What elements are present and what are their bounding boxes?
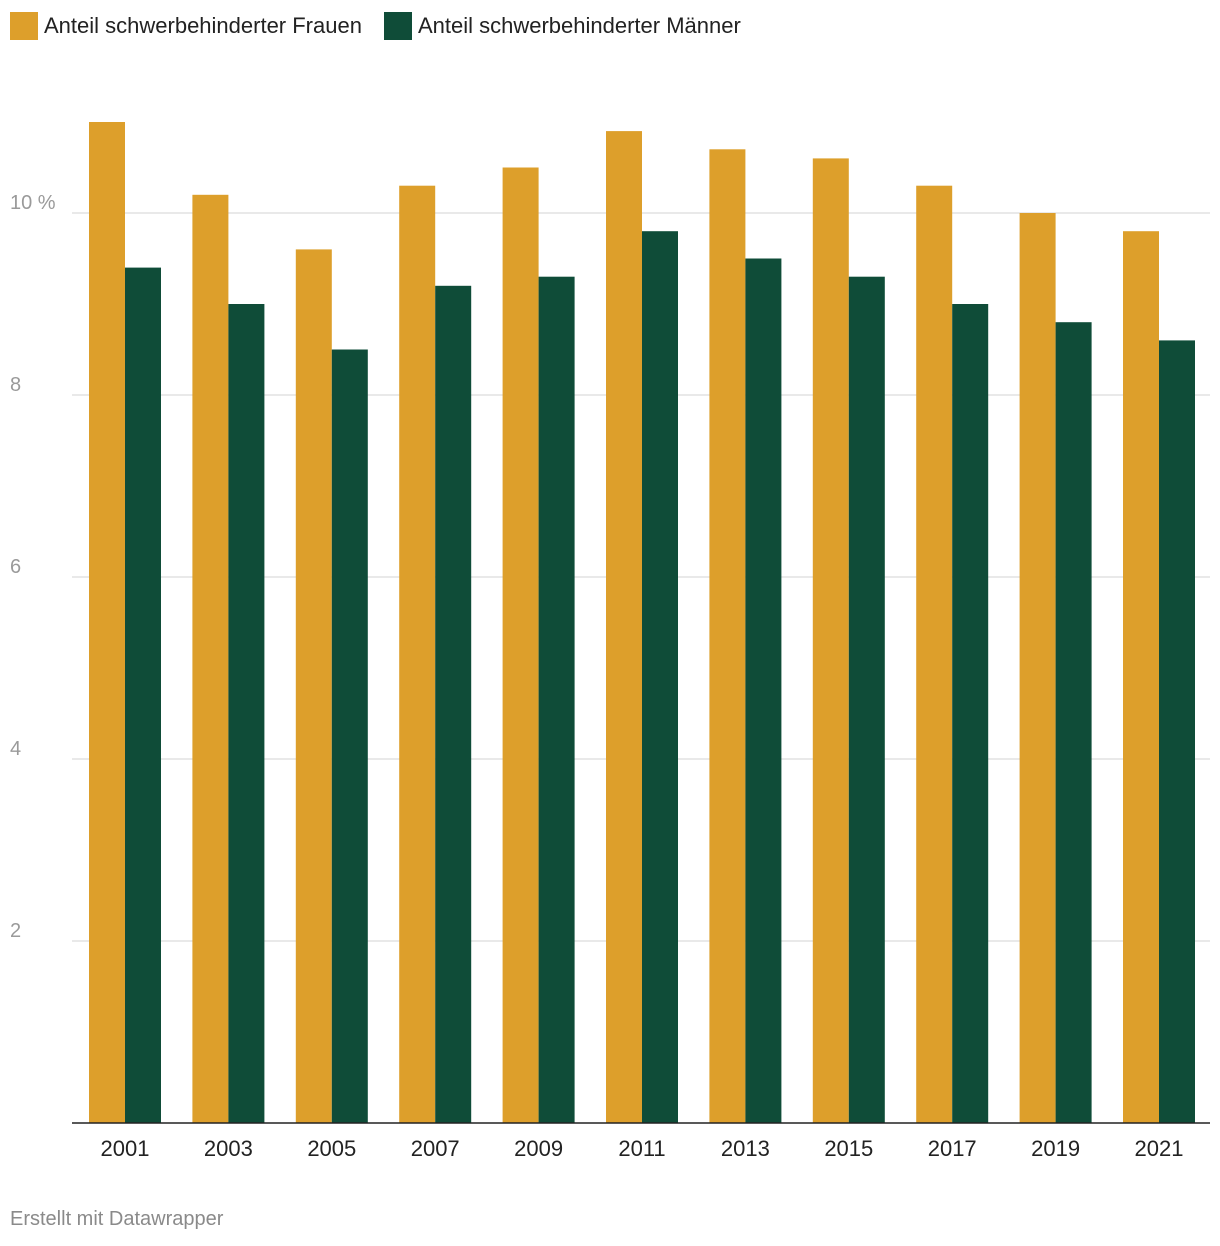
bar-frauen-2017 [916,185,953,1123]
bar-frauen-2021 [1123,231,1159,1123]
bar-frauen-2009 [502,167,539,1123]
bar-maenner-2007 [435,285,472,1123]
legend-item-maenner: Anteil schwerbehinderter Männer [383,12,741,40]
y-tick-label: 2 [10,920,21,942]
x-tick-label: 2003 [204,1136,253,1161]
bar-maenner-2017 [952,304,989,1123]
x-tick-label: 2017 [928,1136,977,1161]
legend-item-frauen: Anteil schwerbehinderter Frauen [10,12,362,40]
legend-swatch-maenner [383,12,412,40]
x-tick-label: 2021 [1135,1136,1184,1161]
bar-frauen-2005 [295,249,332,1123]
bar-frauen-2013 [709,149,746,1124]
bar-frauen-2015 [812,158,849,1123]
bar-maenner-2021 [1159,340,1195,1123]
x-tick-label: 2009 [514,1136,563,1161]
x-tick-label: 2001 [101,1136,150,1161]
x-tick-label: 2011 [618,1136,665,1161]
x-tick-label: 2015 [824,1136,873,1161]
bar-frauen-2007 [399,185,436,1123]
legend-swatch-frauen [10,12,38,40]
bar-frauen-2001 [89,122,125,1123]
bar-maenner-2009 [538,276,575,1123]
footer-credit: Erstellt mit Datawrapper [10,1208,224,1230]
x-tick-label: 2005 [307,1136,356,1161]
y-tick-label: 10 % [10,192,56,214]
x-tick-label: 2019 [1031,1136,1080,1161]
bar-maenner-2019 [1055,322,1092,1123]
bar-maenner-2015 [848,276,885,1123]
bar-maenner-2001 [125,267,161,1124]
y-tick-label: 8 [10,374,21,396]
bar-frauen-2019 [1019,213,1056,1123]
y-tick-label: 6 [10,556,21,578]
x-tick-label: 2007 [411,1136,460,1161]
bar-maenner-2013 [745,258,782,1123]
bar-maenner-2005 [331,349,368,1123]
y-tick-label: 4 [10,738,21,760]
bar-maenner-2003 [228,304,265,1123]
x-tick-label: 2013 [721,1136,770,1161]
bar-maenner-2011 [642,231,678,1123]
bar-frauen-2003 [192,194,229,1124]
chart-legend: Anteil schwerbehinderter Frauen Anteil s… [10,12,741,40]
legend-label-frauen: Anteil schwerbehinderter Frauen [44,13,362,38]
bar-frauen-2011 [606,131,642,1124]
legend-label-maenner: Anteil schwerbehinderter Männer [417,13,741,38]
